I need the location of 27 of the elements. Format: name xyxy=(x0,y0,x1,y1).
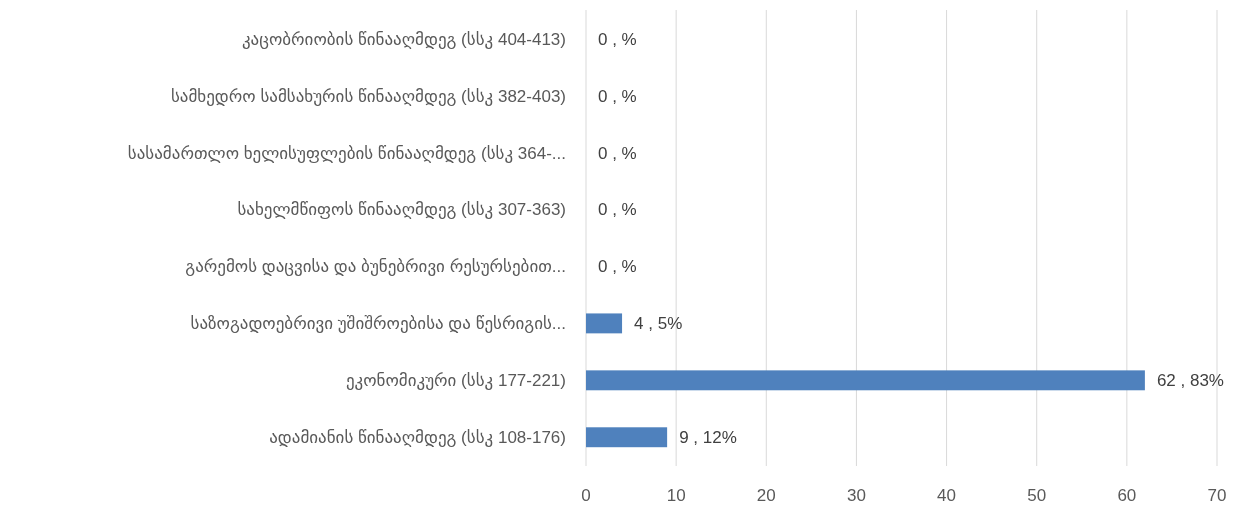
data-label: 0 , % xyxy=(598,143,637,163)
data-label: 4 , 5% xyxy=(634,314,683,334)
bar xyxy=(586,313,623,334)
x-tick-label: 40 xyxy=(937,486,957,505)
y-tick-label: ეკონომიკური (სსკ 177-221) xyxy=(345,371,566,391)
data-label: 9 , 12% xyxy=(679,428,737,448)
data-label: 0 , % xyxy=(598,86,637,106)
bar xyxy=(586,427,668,448)
y-tick-label: სასამართლო ხელისუფლების წინააღმდეგ (სსკ 364-... xyxy=(127,143,566,163)
bar xyxy=(586,370,1145,391)
x-tick-label: 10 xyxy=(666,486,686,505)
data-label: 0 , % xyxy=(598,29,637,49)
x-tick-label: 30 xyxy=(846,486,866,505)
data-label: 0 , % xyxy=(598,257,637,277)
y-tick-label: გარემოს დაცვისა და ბუნებრივი რესურსებით... xyxy=(185,257,566,277)
x-tick-label: 0 xyxy=(581,486,591,505)
y-tick-label: საზოგადოებრივი უშიშროებისა და წესრიგის... xyxy=(190,314,566,334)
y-tick-label: ადამიანის წინააღმდეგ (სსკ 108-176) xyxy=(269,428,566,448)
y-tick-label: სამხედრო სამსახურის წინააღმდეგ (სსკ 382-403) xyxy=(170,86,566,106)
x-tick-label: 50 xyxy=(1027,486,1047,505)
data-label: 0 , % xyxy=(598,200,637,220)
x-tick-label: 20 xyxy=(756,486,776,505)
y-tick-label: სახელმწიფოს წინააღმდეგ (სსკ 307-363) xyxy=(237,200,566,220)
x-tick-label: 60 xyxy=(1117,486,1137,505)
x-tick-label: 70 xyxy=(1207,486,1227,505)
y-tick-label: კაცობრიობის წინააღმდეგ (სსკ 404-413) xyxy=(241,29,566,49)
data-label: 62 , 83% xyxy=(1156,371,1224,391)
